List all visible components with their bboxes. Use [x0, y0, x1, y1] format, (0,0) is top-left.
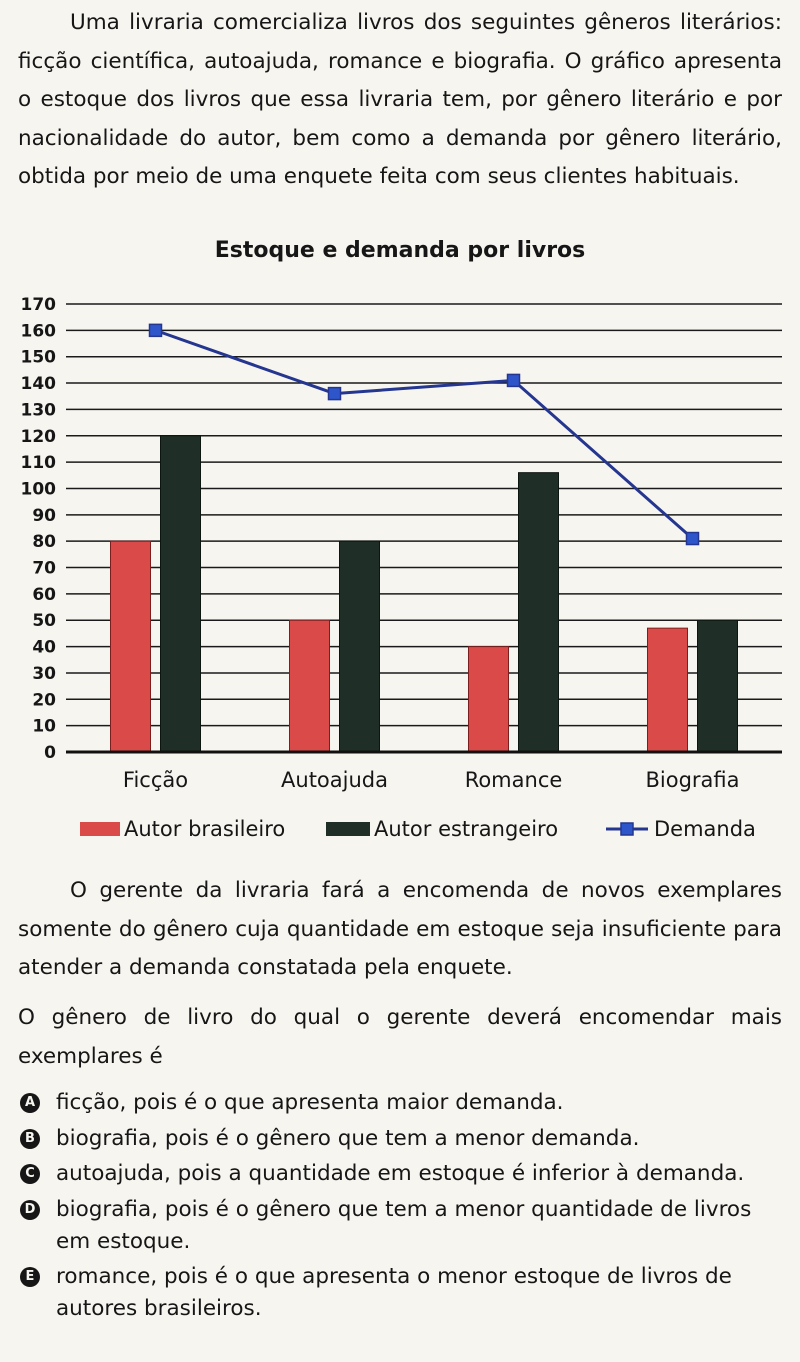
option-letter-badge: D — [20, 1199, 40, 1220]
bar-autor-estrangeiro — [697, 619, 738, 753]
bar-autor-estrangeiro — [518, 472, 559, 753]
legend-label-demanda: Demanda — [654, 817, 756, 841]
y-tick-label: 120 — [21, 427, 57, 447]
y-tick-label: 0 — [44, 743, 56, 763]
y-tick-label: 50 — [32, 611, 56, 631]
category-label: Ficção — [123, 768, 188, 792]
bar-line-chart: 0 10 20 30 40 50 60 70 80 90 100 110 120 130 140 150 160… — [21, 295, 782, 841]
paragraph-2: O gerente da livraria fará a encomenda d… — [18, 878, 782, 980]
y-tick-label: 90 — [32, 506, 56, 526]
option-text: biografia, pois é o gênero que tem a men… — [56, 1196, 752, 1254]
y-tick-label: 40 — [32, 638, 56, 658]
y-tick-label: 170 — [21, 295, 57, 315]
y-tick-label: 150 — [21, 348, 57, 368]
y-tick-label: 100 — [21, 479, 57, 499]
y-tick-label: 30 — [32, 664, 56, 684]
chart-title: Estoque e demanda por livros — [214, 238, 586, 263]
option-letter-badge: C — [20, 1164, 40, 1184]
legend-label-brasileiro: Autor brasileiro — [124, 817, 285, 841]
option-letter-badge: E — [20, 1267, 40, 1287]
bars — [110, 435, 738, 753]
legend-marker-demanda — [620, 822, 634, 836]
question-stem: O gênero de livro do qual o gerente deve… — [18, 1005, 782, 1069]
bar-autor-brasileiro — [289, 619, 330, 753]
option-text: romance, pois é o que apresenta o menor … — [56, 1264, 732, 1321]
category-label: Autoajuda — [281, 768, 388, 792]
demand-point — [148, 323, 163, 338]
y-axis-ticks: 0 10 20 30 40 50 60 70 80 90 100 110 120 130 140 150 160… — [21, 295, 57, 763]
demand-point — [506, 373, 521, 388]
legend-label-estrangeiro: Autor estrangeiro — [374, 817, 558, 841]
y-tick-label: 110 — [21, 453, 57, 473]
bar-autor-brasileiro — [647, 627, 688, 753]
y-tick-label: 70 — [32, 559, 56, 579]
y-tick-label: 130 — [21, 400, 57, 420]
bar-autor-brasileiro — [468, 646, 509, 753]
option-text: autoajuda, pois a quantidade em estoque … — [56, 1161, 745, 1186]
option-text: ficção, pois é o que apresenta maior dem… — [56, 1090, 564, 1115]
bar-autor-estrangeiro — [160, 435, 201, 753]
y-tick-label: 140 — [21, 374, 57, 394]
demand-point — [685, 531, 700, 546]
option-text: biografia, pois é o gênero que tem a men… — [56, 1125, 640, 1151]
legend-swatch-estrangeiro — [326, 822, 370, 836]
y-tick-label: 160 — [21, 321, 57, 341]
demand-series-line — [155, 328, 694, 540]
category-labels: Ficção Autoajuda Romance Biografia — [123, 768, 740, 792]
category-label: Biografia — [645, 768, 739, 792]
y-tick-label: 20 — [32, 690, 56, 710]
option-letter-badge: A — [20, 1093, 40, 1113]
category-label: Romance — [465, 768, 563, 792]
y-tick-label: 10 — [32, 717, 56, 737]
demand-line — [148, 323, 700, 546]
legend-swatch-brasileiro — [80, 822, 120, 836]
option-letter-badge: B — [20, 1128, 40, 1149]
bar-autor-brasileiro — [110, 540, 151, 753]
y-tick-label: 80 — [32, 532, 56, 552]
y-tick-label: 60 — [32, 585, 56, 605]
legend: Autor brasileiro Autor estrangeiro Demanda — [80, 817, 756, 841]
bar-autor-estrangeiro — [339, 540, 380, 753]
demand-point — [327, 386, 342, 401]
intro-paragraph: Uma livraria comercializa livros dos seg… — [18, 10, 782, 189]
